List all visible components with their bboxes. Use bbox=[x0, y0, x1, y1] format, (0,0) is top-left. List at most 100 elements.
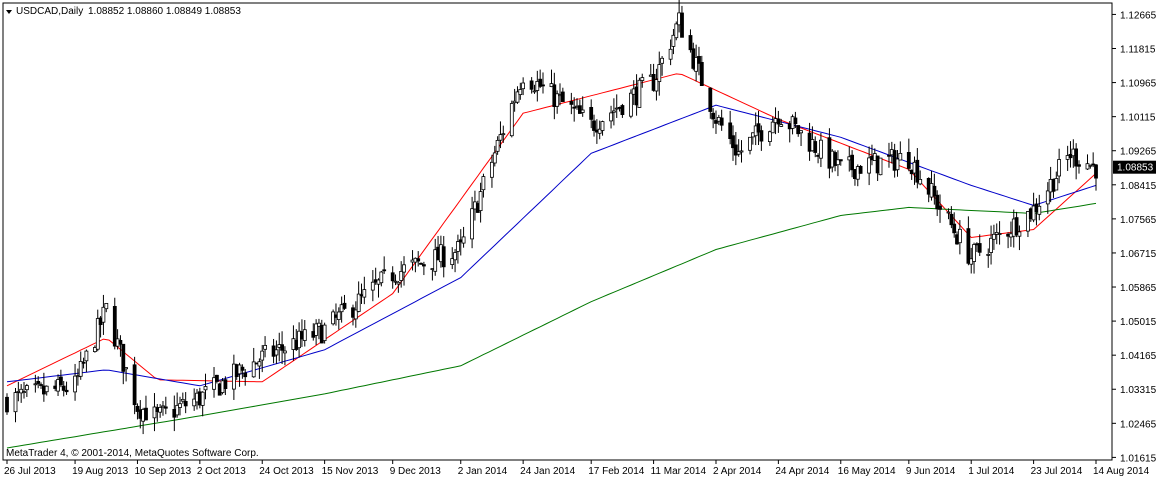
candlesticks bbox=[5, 0, 1098, 435]
candle-body bbox=[518, 89, 523, 95]
candle-body bbox=[697, 56, 701, 64]
candle-body bbox=[302, 329, 307, 341]
candle-body bbox=[19, 388, 24, 394]
candle-body bbox=[152, 406, 157, 419]
candle-body bbox=[759, 130, 764, 142]
dropdown-triangle-icon[interactable] bbox=[6, 10, 12, 14]
y-tick-label: 1.09265 bbox=[1120, 147, 1156, 158]
plot-area[interactable] bbox=[2, 2, 1113, 461]
candle-body bbox=[521, 82, 525, 90]
candle-body bbox=[274, 349, 279, 356]
y-tick-label: 1.08415 bbox=[1120, 181, 1156, 192]
candle-body bbox=[1026, 211, 1030, 232]
candle-body bbox=[214, 374, 219, 382]
candle-body bbox=[379, 271, 384, 284]
candle-body bbox=[946, 211, 951, 214]
candle-body bbox=[81, 361, 86, 364]
candle-body bbox=[5, 396, 9, 413]
candle-body bbox=[992, 233, 996, 240]
candle-body bbox=[895, 158, 900, 171]
x-tick-label: 10 Sep 2013 bbox=[134, 466, 191, 477]
candle-body bbox=[796, 125, 801, 135]
candle-body bbox=[203, 386, 208, 391]
x-tick-label: 9 Jun 2014 bbox=[906, 466, 956, 477]
candle-body bbox=[158, 406, 163, 413]
y-tick-label: 1.02465 bbox=[1120, 419, 1156, 430]
candle-body bbox=[478, 191, 483, 212]
x-tick-label: 2 Apr 2014 bbox=[713, 466, 762, 477]
candle-body bbox=[183, 400, 188, 407]
y-tick-label: 1.12665 bbox=[1120, 10, 1156, 21]
candle-body bbox=[793, 117, 798, 125]
candle-body bbox=[317, 322, 321, 327]
candle-body bbox=[370, 281, 375, 291]
candle-body bbox=[419, 262, 423, 265]
candle-body bbox=[671, 34, 676, 47]
candle-body bbox=[597, 128, 602, 134]
candle-body bbox=[118, 339, 123, 345]
candle-body bbox=[657, 64, 662, 82]
candle-body bbox=[356, 293, 361, 312]
candle-body bbox=[1045, 190, 1050, 205]
copyright-text: MetaTrader 4, © 2001-2014, MetaQuotes So… bbox=[6, 448, 259, 459]
candle-body bbox=[399, 270, 404, 281]
x-tick-label: 24 Jan 2014 bbox=[520, 466, 575, 477]
symbol-label: USDCAD,Daily bbox=[16, 6, 83, 17]
y-tick-label: 1.07565 bbox=[1120, 215, 1156, 226]
candle-body bbox=[501, 133, 506, 136]
candle-body bbox=[1017, 231, 1022, 237]
candle-body bbox=[580, 109, 585, 113]
candle-body bbox=[331, 311, 336, 325]
candle-body bbox=[280, 344, 285, 351]
candle-body bbox=[489, 161, 494, 178]
candle-body bbox=[654, 79, 659, 92]
candle-body bbox=[402, 264, 406, 273]
candle-body bbox=[24, 385, 29, 391]
candle-body bbox=[257, 361, 262, 367]
candle-body bbox=[708, 87, 713, 112]
candle-body bbox=[223, 379, 228, 390]
candle-body bbox=[714, 120, 718, 124]
svg-text:1.08853: 1.08853 bbox=[1117, 163, 1154, 174]
candle-body bbox=[733, 144, 738, 156]
y-tick-label: 1.10115 bbox=[1120, 113, 1156, 124]
candle-body bbox=[314, 323, 319, 336]
candle-body bbox=[180, 398, 185, 402]
candle-body bbox=[589, 107, 594, 120]
candle-body bbox=[640, 77, 645, 81]
x-tick-label: 15 Nov 2013 bbox=[322, 466, 379, 477]
candle-body bbox=[819, 139, 823, 159]
candle-body bbox=[44, 385, 49, 393]
candle-body bbox=[240, 366, 245, 371]
ohlc-values: 1.08852 1.08860 1.08849 1.08853 bbox=[88, 6, 241, 17]
x-tick-label: 2 Jan 2014 bbox=[458, 466, 508, 477]
candle-body bbox=[1094, 164, 1098, 179]
time-axis: 26 Jul 2013 19 Aug 2013 10 Sep 2013 2 Oct 2… bbox=[4, 460, 1150, 477]
x-tick-label: 24 Apr 2014 bbox=[775, 466, 829, 477]
candle-body bbox=[200, 391, 205, 406]
candle-body bbox=[989, 237, 993, 253]
candle-body bbox=[1054, 178, 1059, 191]
candle-body bbox=[555, 93, 560, 107]
candle-body bbox=[997, 233, 1002, 235]
candle-body bbox=[1088, 164, 1093, 167]
candle-body bbox=[322, 324, 327, 342]
candle-body bbox=[688, 35, 693, 51]
candle-body bbox=[578, 105, 582, 114]
candle-body bbox=[779, 124, 784, 127]
candle-body bbox=[898, 152, 903, 161]
candle-body bbox=[719, 117, 724, 126]
y-tick-label: 1.01615 bbox=[1120, 453, 1156, 464]
candle-body bbox=[932, 185, 937, 197]
x-tick-label: 9 Dec 2013 bbox=[390, 466, 442, 477]
candle-body bbox=[986, 253, 991, 256]
x-tick-label: 26 Jul 2013 bbox=[4, 466, 56, 477]
y-tick-label: 1.11815 bbox=[1120, 44, 1156, 55]
candle-body bbox=[592, 120, 596, 131]
candle-body bbox=[728, 122, 733, 140]
x-tick-label: 1 Jul 2014 bbox=[968, 466, 1015, 477]
candle-body bbox=[132, 364, 137, 406]
candle-body bbox=[878, 157, 883, 176]
